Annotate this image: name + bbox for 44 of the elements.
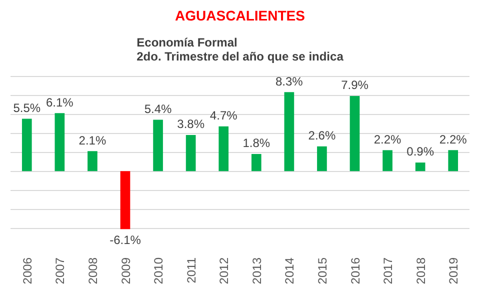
bar	[120, 171, 130, 230]
data-label: 5.4%	[144, 102, 172, 116]
data-label: 5.5%	[13, 100, 41, 115]
bar	[350, 96, 360, 172]
bar	[317, 146, 327, 172]
bar	[448, 150, 458, 172]
x-tick-label: 2018	[414, 257, 428, 284]
x-tick-label: 2011	[184, 257, 198, 284]
chart-subtitle: Economía Formal 2do. Trimestre del año que se indica	[136, 36, 344, 64]
x-tick-label: 2009	[118, 257, 133, 284]
x-tick-label: 2012	[217, 257, 232, 284]
data-label: 6.1%	[46, 95, 74, 110]
bar	[22, 118, 32, 172]
data-label: -6.1%	[110, 232, 142, 247]
data-label: 0.9%	[406, 144, 434, 159]
x-tick-label: 2017	[381, 257, 396, 284]
x-tick-label: 2010	[152, 257, 166, 284]
data-label: 8.3%	[276, 74, 304, 88]
bar	[415, 162, 426, 172]
data-label: 4.7%	[210, 108, 238, 123]
bar	[251, 154, 262, 172]
data-label: 2.2%	[374, 132, 402, 146]
bar	[153, 120, 163, 172]
x-tick-label: 2019	[446, 257, 461, 284]
x-tick-label: 2006	[20, 257, 34, 284]
x-tick-label: 2016	[348, 257, 362, 284]
x-tick-label: 2007	[53, 257, 68, 284]
bar	[284, 92, 294, 172]
bar	[88, 151, 98, 172]
data-label: 2.6%	[308, 128, 336, 143]
x-tick-label: 2008	[86, 257, 100, 284]
bar	[218, 126, 229, 172]
bar	[382, 150, 392, 172]
x-tick-label: 2014	[282, 257, 297, 284]
data-label: 1.8%	[242, 136, 270, 150]
data-label: 2.1%	[78, 133, 106, 148]
bar	[186, 134, 196, 172]
x-tick-label: 2015	[315, 257, 330, 284]
data-label: 3.8%	[177, 117, 205, 132]
data-label: 2.2%	[439, 132, 468, 146]
chart-title: AGUASCALIENTES	[175, 8, 305, 24]
data-label: 7.9%	[341, 78, 369, 92]
x-tick-label: 2013	[250, 257, 264, 284]
bar	[54, 113, 65, 172]
